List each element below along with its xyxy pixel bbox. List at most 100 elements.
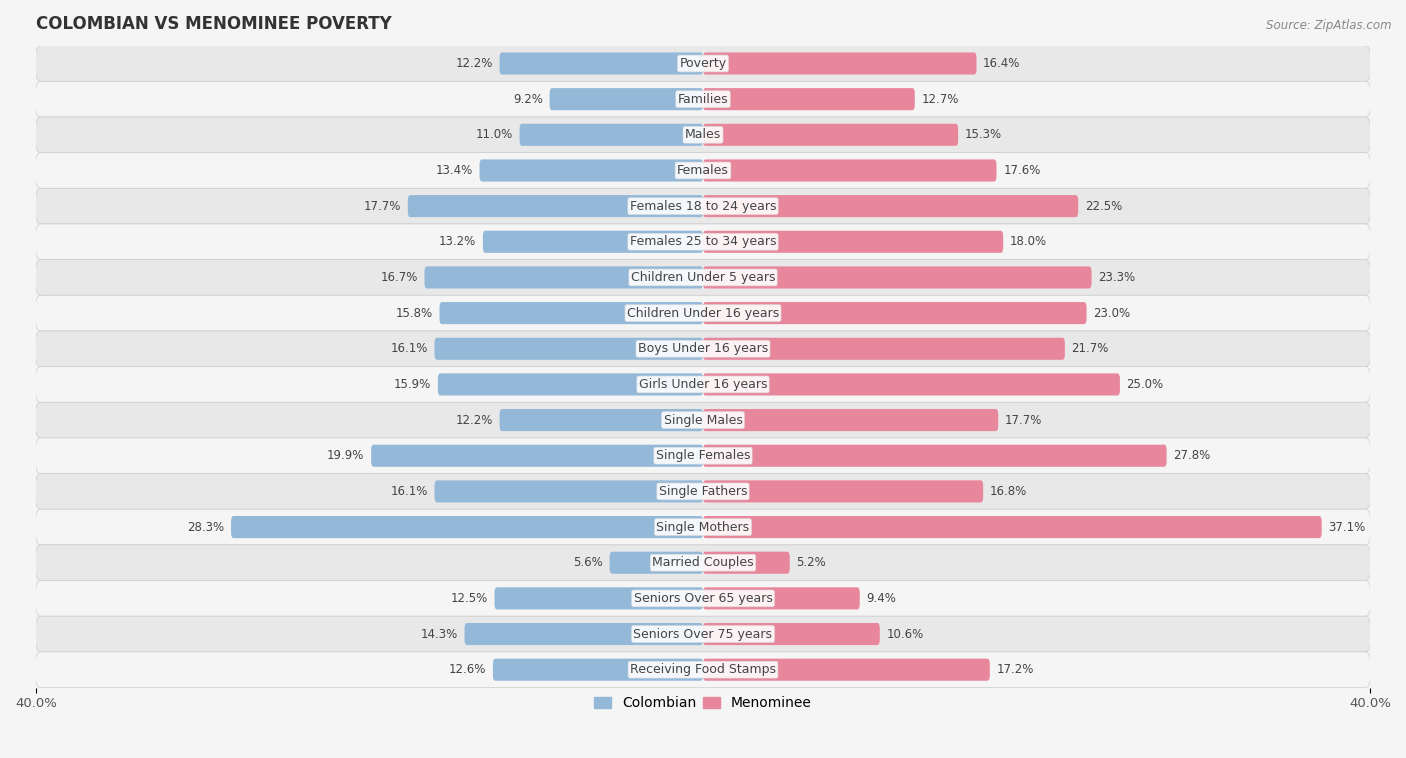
Text: 16.1%: 16.1% — [391, 485, 427, 498]
Text: COLOMBIAN VS MENOMINEE POVERTY: COLOMBIAN VS MENOMINEE POVERTY — [37, 15, 392, 33]
Text: Males: Males — [685, 128, 721, 141]
Text: Single Females: Single Females — [655, 449, 751, 462]
Text: 5.2%: 5.2% — [796, 556, 827, 569]
Text: Single Fathers: Single Fathers — [659, 485, 747, 498]
FancyBboxPatch shape — [703, 88, 915, 110]
Text: Receiving Food Stamps: Receiving Food Stamps — [630, 663, 776, 676]
FancyBboxPatch shape — [35, 45, 1371, 81]
Text: 16.7%: 16.7% — [381, 271, 418, 284]
FancyBboxPatch shape — [499, 52, 703, 74]
Text: Females 25 to 34 years: Females 25 to 34 years — [630, 235, 776, 249]
FancyBboxPatch shape — [703, 445, 1167, 467]
FancyBboxPatch shape — [371, 445, 703, 467]
FancyBboxPatch shape — [703, 659, 990, 681]
Text: 27.8%: 27.8% — [1173, 449, 1211, 462]
Text: 16.1%: 16.1% — [391, 343, 427, 356]
FancyBboxPatch shape — [703, 302, 1087, 324]
FancyBboxPatch shape — [482, 230, 703, 253]
FancyBboxPatch shape — [35, 509, 1371, 545]
FancyBboxPatch shape — [35, 367, 1371, 402]
Text: 11.0%: 11.0% — [475, 128, 513, 141]
FancyBboxPatch shape — [35, 296, 1371, 331]
Text: 15.3%: 15.3% — [965, 128, 1002, 141]
Text: Children Under 5 years: Children Under 5 years — [631, 271, 775, 284]
FancyBboxPatch shape — [231, 516, 703, 538]
FancyBboxPatch shape — [703, 124, 957, 146]
FancyBboxPatch shape — [434, 338, 703, 360]
Text: 17.2%: 17.2% — [997, 663, 1033, 676]
FancyBboxPatch shape — [499, 409, 703, 431]
Text: 9.4%: 9.4% — [866, 592, 896, 605]
FancyBboxPatch shape — [703, 52, 977, 74]
FancyBboxPatch shape — [550, 88, 703, 110]
FancyBboxPatch shape — [35, 581, 1371, 616]
FancyBboxPatch shape — [703, 338, 1064, 360]
Text: Source: ZipAtlas.com: Source: ZipAtlas.com — [1267, 19, 1392, 32]
Text: 15.8%: 15.8% — [395, 306, 433, 320]
FancyBboxPatch shape — [703, 587, 859, 609]
FancyBboxPatch shape — [440, 302, 703, 324]
Text: Boys Under 16 years: Boys Under 16 years — [638, 343, 768, 356]
FancyBboxPatch shape — [703, 159, 997, 181]
FancyBboxPatch shape — [703, 409, 998, 431]
Text: Females: Females — [678, 164, 728, 177]
Text: 16.8%: 16.8% — [990, 485, 1028, 498]
Text: Single Mothers: Single Mothers — [657, 521, 749, 534]
Text: Married Couples: Married Couples — [652, 556, 754, 569]
FancyBboxPatch shape — [703, 374, 1121, 396]
FancyBboxPatch shape — [35, 616, 1371, 652]
Text: Females 18 to 24 years: Females 18 to 24 years — [630, 199, 776, 213]
FancyBboxPatch shape — [703, 266, 1091, 289]
FancyBboxPatch shape — [408, 195, 703, 218]
Text: 19.9%: 19.9% — [328, 449, 364, 462]
FancyBboxPatch shape — [495, 587, 703, 609]
Text: 12.6%: 12.6% — [449, 663, 486, 676]
FancyBboxPatch shape — [35, 260, 1371, 296]
Text: 15.9%: 15.9% — [394, 378, 432, 391]
FancyBboxPatch shape — [35, 188, 1371, 224]
Text: 12.5%: 12.5% — [450, 592, 488, 605]
FancyBboxPatch shape — [703, 481, 983, 503]
Text: Families: Families — [678, 92, 728, 105]
Text: Seniors Over 65 years: Seniors Over 65 years — [634, 592, 772, 605]
FancyBboxPatch shape — [35, 474, 1371, 509]
Text: 21.7%: 21.7% — [1071, 343, 1109, 356]
FancyBboxPatch shape — [479, 159, 703, 181]
Text: Poverty: Poverty — [679, 57, 727, 70]
FancyBboxPatch shape — [703, 552, 790, 574]
FancyBboxPatch shape — [425, 266, 703, 289]
FancyBboxPatch shape — [35, 224, 1371, 260]
FancyBboxPatch shape — [703, 195, 1078, 218]
Text: Children Under 16 years: Children Under 16 years — [627, 306, 779, 320]
Text: 12.2%: 12.2% — [456, 57, 494, 70]
FancyBboxPatch shape — [464, 623, 703, 645]
FancyBboxPatch shape — [35, 81, 1371, 117]
FancyBboxPatch shape — [35, 545, 1371, 581]
Text: 37.1%: 37.1% — [1329, 521, 1365, 534]
Text: 16.4%: 16.4% — [983, 57, 1021, 70]
Text: 13.2%: 13.2% — [439, 235, 477, 249]
Text: 17.7%: 17.7% — [1005, 414, 1042, 427]
Legend: Colombian, Menominee: Colombian, Menominee — [589, 691, 817, 716]
Text: 23.3%: 23.3% — [1098, 271, 1136, 284]
Text: 25.0%: 25.0% — [1126, 378, 1164, 391]
FancyBboxPatch shape — [35, 152, 1371, 188]
FancyBboxPatch shape — [703, 516, 1322, 538]
Text: 14.3%: 14.3% — [420, 628, 458, 641]
Text: Single Males: Single Males — [664, 414, 742, 427]
Text: 18.0%: 18.0% — [1010, 235, 1047, 249]
FancyBboxPatch shape — [35, 117, 1371, 152]
FancyBboxPatch shape — [520, 124, 703, 146]
Text: 9.2%: 9.2% — [513, 92, 543, 105]
FancyBboxPatch shape — [703, 623, 880, 645]
FancyBboxPatch shape — [610, 552, 703, 574]
Text: 12.2%: 12.2% — [456, 414, 494, 427]
Text: Seniors Over 75 years: Seniors Over 75 years — [634, 628, 772, 641]
Text: Girls Under 16 years: Girls Under 16 years — [638, 378, 768, 391]
Text: 12.7%: 12.7% — [921, 92, 959, 105]
FancyBboxPatch shape — [35, 438, 1371, 474]
Text: 17.6%: 17.6% — [1002, 164, 1040, 177]
FancyBboxPatch shape — [434, 481, 703, 503]
Text: 17.7%: 17.7% — [364, 199, 401, 213]
FancyBboxPatch shape — [35, 331, 1371, 367]
